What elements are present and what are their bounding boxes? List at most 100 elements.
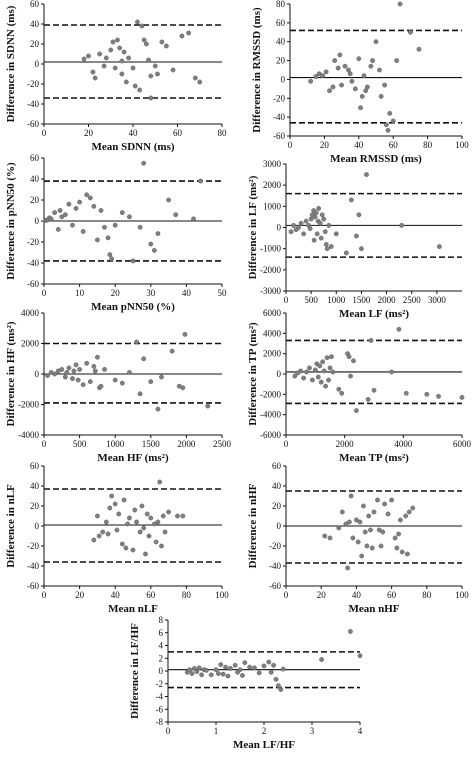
data-point: [223, 664, 229, 670]
data-point: [155, 71, 160, 77]
y-tick-label: -1000: [260, 244, 281, 254]
data-point: [292, 373, 298, 379]
data-point: [139, 503, 145, 509]
y-tick-label: 40: [30, 481, 40, 491]
data-point: [144, 511, 150, 517]
data-point: [103, 519, 109, 525]
data-point: [399, 549, 405, 555]
data-point: [380, 529, 386, 535]
y-tick-label: -60: [27, 279, 39, 289]
data-point: [175, 513, 180, 519]
x-tick-label: 20: [111, 288, 121, 298]
data-point: [66, 201, 72, 207]
data-point: [55, 226, 61, 232]
data-point: [356, 56, 362, 62]
y-tick-label: -4: [156, 692, 164, 702]
data-point: [91, 203, 97, 209]
y-tick-label: 0: [35, 216, 40, 226]
data-point: [416, 46, 422, 52]
data-point: [312, 214, 318, 220]
data-point: [321, 216, 327, 222]
data-point: [296, 225, 301, 230]
data-point: [208, 672, 214, 678]
x-tick-label: 1000: [106, 439, 125, 449]
x-tick-label: 2000: [336, 439, 355, 449]
data-point: [130, 547, 136, 553]
y-tick-label: -6: [156, 704, 164, 714]
y-axis-title: Difference in HF (ms²): [5, 321, 17, 426]
y-tick-label: 0: [277, 521, 282, 531]
y-tick-label: -2000: [260, 389, 281, 399]
data-point: [382, 501, 387, 507]
data-point: [59, 214, 65, 220]
data-point: [48, 216, 54, 222]
data-point: [329, 354, 334, 360]
data-point: [346, 519, 352, 525]
data-point: [148, 95, 154, 101]
x-tick-label: 500: [73, 439, 87, 449]
data-point: [159, 374, 164, 380]
data-point: [81, 56, 87, 62]
y-tick-label: -40: [269, 561, 281, 571]
x-tick-label: 1: [214, 726, 219, 736]
data-point: [362, 529, 368, 535]
data-point: [377, 67, 382, 73]
x-tick-label: 4000: [394, 439, 413, 449]
data-point: [278, 687, 284, 692]
data-point: [313, 74, 319, 80]
data-point: [375, 497, 380, 503]
data-point: [268, 669, 274, 675]
data-point: [157, 479, 163, 485]
y-tick-label: 60: [272, 461, 282, 471]
data-point: [148, 73, 154, 79]
y-tick-label: -20: [273, 93, 285, 103]
x-tick-label: 0: [284, 295, 289, 305]
data-point: [192, 75, 198, 81]
data-point: [121, 497, 127, 503]
x-tick-label: 3000: [428, 295, 447, 305]
panel-8: 0 20 40 60 80 100 -60 -40 -20 0 20 40 60 Mean nHF Diff…: [247, 461, 469, 615]
y-tick-label: -2: [156, 679, 164, 689]
data-point: [127, 515, 132, 521]
data-point: [323, 242, 329, 247]
data-point: [91, 363, 97, 369]
data-point: [170, 67, 176, 73]
x-tick-label: 0: [284, 590, 289, 600]
data-point: [97, 51, 103, 57]
y-tick-label: 20: [30, 195, 40, 205]
data-point: [205, 403, 211, 409]
data-point: [109, 493, 115, 499]
data-point: [86, 53, 91, 59]
data-point: [92, 75, 98, 81]
x-tick-label: 0: [42, 128, 47, 138]
data-point: [119, 58, 125, 64]
data-point: [84, 192, 90, 198]
data-point: [371, 509, 377, 515]
data-point: [119, 210, 125, 216]
data-point: [316, 206, 322, 211]
data-point: [227, 666, 233, 671]
x-tick-label: 2000: [177, 439, 196, 449]
data-point: [339, 390, 345, 396]
data-point: [332, 58, 338, 63]
data-point: [336, 525, 342, 531]
data-point: [399, 222, 405, 228]
data-point: [187, 667, 193, 673]
data-point: [324, 355, 330, 361]
panel-7: 0 20 40 60 80 100 -60 -40 -20 0 20 40 60 Mean nLF Diff…: [5, 461, 229, 615]
x-tick-label: 0: [284, 439, 289, 449]
data-point: [394, 545, 400, 551]
data-point: [403, 390, 409, 396]
x-tick-label: 2000: [378, 295, 397, 305]
data-point: [220, 671, 226, 677]
data-point: [405, 551, 410, 557]
data-point: [424, 391, 430, 397]
data-point: [103, 55, 109, 61]
data-point: [95, 237, 100, 243]
data-point: [114, 527, 120, 533]
y-tick-label: -20: [27, 541, 39, 551]
data-point: [335, 65, 341, 71]
data-point: [356, 212, 362, 218]
data-point: [119, 380, 125, 386]
data-point: [57, 208, 63, 213]
